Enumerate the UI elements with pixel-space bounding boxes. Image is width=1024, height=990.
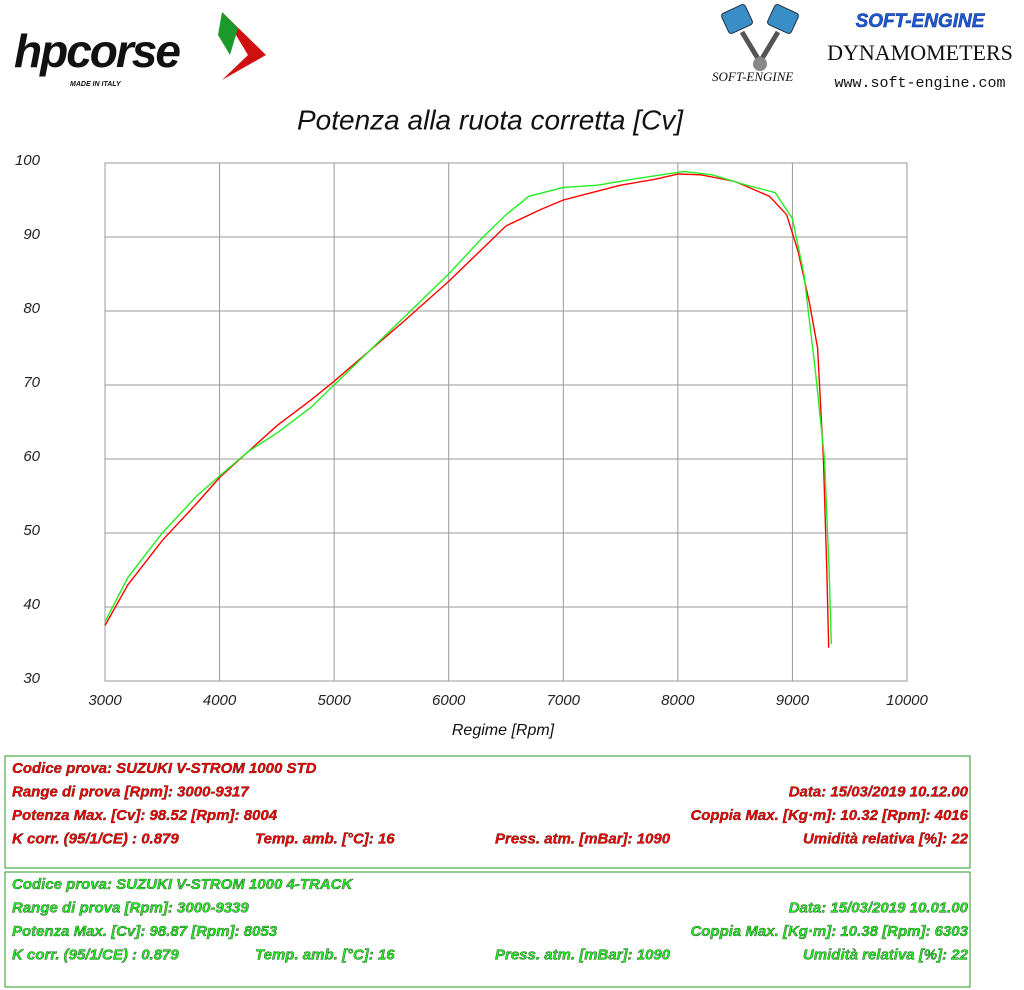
plot-frame (104, 162, 908, 682)
y-tick-label: 50 (23, 522, 40, 539)
info-text: Range di prova [Rpm]: 3000-9339 (12, 899, 249, 916)
power-curve (104, 170, 832, 645)
y-tick-label: 80 (23, 300, 40, 317)
info-box (4, 871, 971, 988)
x-tick-label: 3000 (88, 692, 122, 709)
y-tick-label: 40 (23, 596, 40, 613)
x-tick-label: 10000 (886, 692, 928, 709)
x-tick-label: 5000 (317, 692, 351, 709)
info-text: Codice prova: SUZUKI V-STROM 1000 STD (12, 760, 317, 777)
info-text: Temp. amb. [°C]: 16 (255, 946, 395, 963)
y-tick-label: 60 (23, 448, 40, 465)
brand-logo: hpcorse (14, 25, 180, 77)
power-curve (104, 173, 830, 648)
dyno-brand: SOFT-ENGINE (856, 11, 986, 32)
y-tick-label: 30 (23, 670, 40, 687)
info-text: K corr. (95/1/CE) : 0.879 (12, 830, 179, 847)
dyno-logo-icon (721, 4, 799, 71)
info-text: Codice prova: SUZUKI V-STROM 1000 4-TRAC… (12, 876, 353, 893)
info-text: Data: 15/03/2019 10.12.00 (789, 783, 969, 800)
x-tick-label: 4000 (203, 692, 237, 709)
info-box (4, 755, 971, 869)
info-text: K corr. (95/1/CE) : 0.879 (12, 946, 179, 963)
brand-sub: MADE IN ITALY (70, 81, 122, 88)
x-tick-label: 6000 (432, 692, 466, 709)
info-text: Coppia Max. [Kg·m]: 10.32 [Rpm]: 4016 (690, 807, 968, 824)
info-text: Data: 15/03/2019 10.01.00 (789, 899, 969, 916)
info-text: Temp. amb. [°C]: 16 (255, 830, 395, 847)
info-text: Potenza Max. [Cv]: 98.52 [Rpm]: 8004 (12, 807, 278, 824)
x-tick-label: 9000 (776, 692, 810, 709)
info-text: Potenza Max. [Cv]: 98.87 [Rpm]: 8053 (12, 923, 278, 940)
y-tick-label: 70 (23, 374, 40, 391)
y-tick-label: 90 (23, 226, 40, 243)
x-tick-label: 7000 (547, 692, 581, 709)
dyno-logo-text: SOFT-ENGINE (712, 69, 793, 84)
x-axis-label: Regime [Rpm] (452, 722, 555, 739)
info-text: Coppia Max. [Kg·m]: 10.38 [Rpm]: 6303 (690, 923, 968, 940)
info-text: Range di prova [Rpm]: 3000-9317 (12, 783, 249, 800)
y-tick-label: 100 (15, 152, 41, 169)
logo-flag (218, 12, 238, 55)
dyno-title: DYNAMOMETERS (827, 40, 1013, 65)
info-text: Press. atm. [mBar]: 1090 (495, 830, 671, 847)
dyno-url: www.soft-engine.com (834, 75, 1005, 92)
info-text: Press. atm. [mBar]: 1090 (495, 946, 671, 963)
info-text: Umidità relativa [%]: 22 (803, 830, 969, 847)
chart-title: Potenza alla ruota corretta [Cv] (297, 104, 684, 135)
x-tick-label: 8000 (661, 692, 695, 709)
info-text: Umidità relativa [%]: 22 (803, 946, 969, 963)
